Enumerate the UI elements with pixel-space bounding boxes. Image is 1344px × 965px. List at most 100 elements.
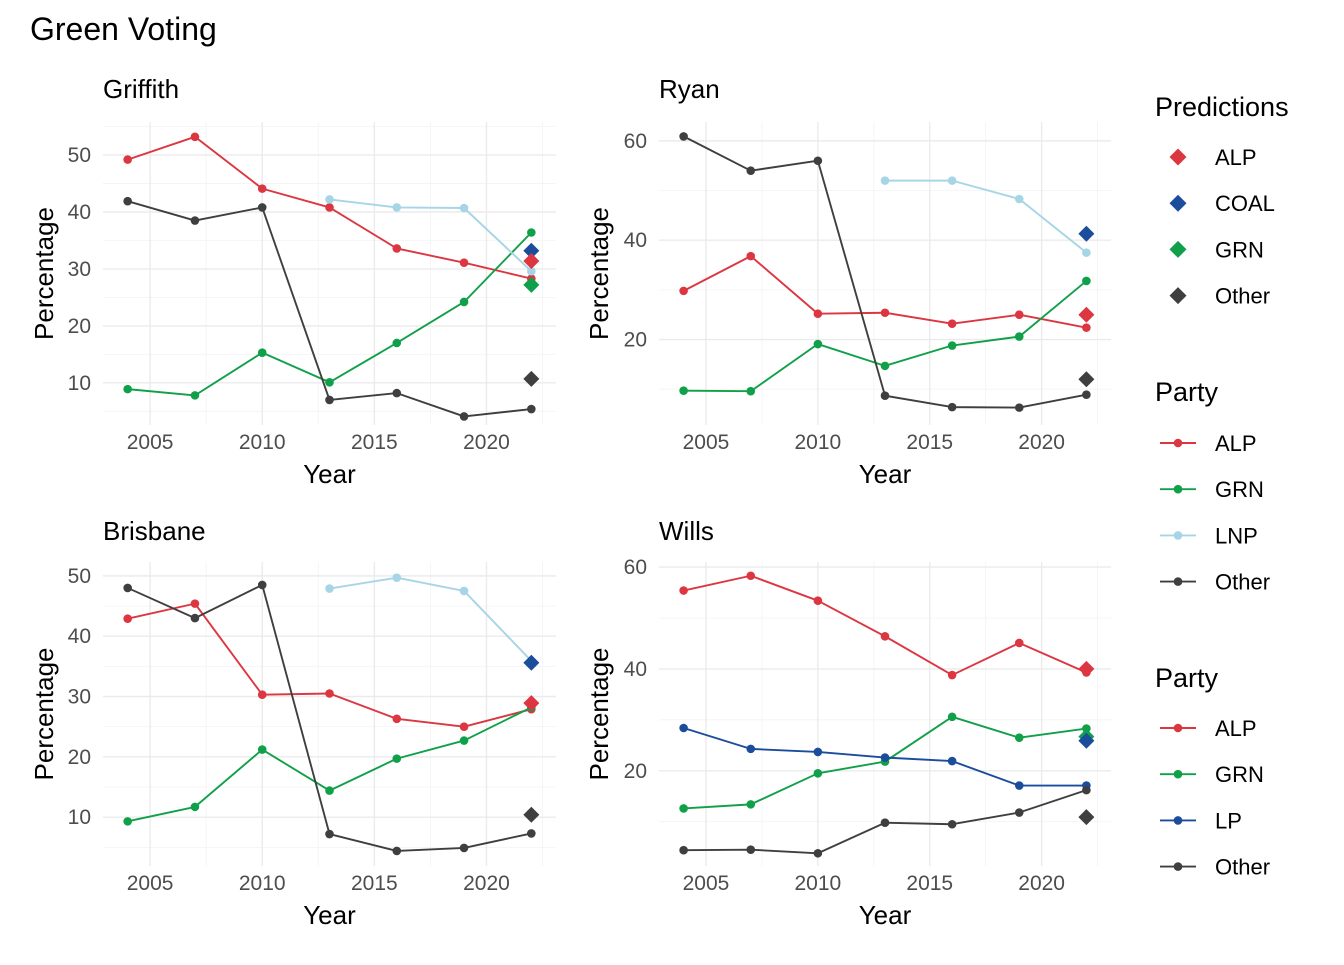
legend-party-2: Party ALP GRN LP Other: [1155, 663, 1270, 880]
data-point-alp: [459, 722, 469, 731]
data-point-other: [746, 845, 756, 855]
prediction-diamond-grn: [523, 276, 540, 293]
legend-key-diamond-other: [1169, 287, 1187, 305]
data-point-other: [880, 818, 890, 828]
data-point-grn: [459, 736, 469, 745]
data-point-other: [527, 829, 536, 838]
data-point-alp: [880, 308, 890, 318]
data-point-alp: [880, 632, 890, 641]
legend-predictions-0: Predictions ALP COAL GRN Other: [1155, 92, 1289, 309]
data-point-alp: [1014, 310, 1024, 320]
y-tick-label: 40: [68, 201, 91, 224]
page-title: Green Voting: [30, 11, 217, 47]
y-axis-title: Percentage: [29, 207, 59, 340]
x-tick-label: 2020: [463, 872, 510, 895]
data-point-lnp: [947, 176, 957, 185]
legend-key-point-other: [1173, 577, 1183, 586]
prediction-diamond-other: [1078, 809, 1095, 826]
y-tick-label: 20: [68, 746, 91, 769]
data-point-lnp: [459, 586, 469, 596]
y-axis-title: Percentage: [584, 207, 614, 340]
data-point-grn: [527, 228, 536, 237]
legend-key-diamond-grn: [1169, 240, 1187, 258]
x-tick-label: 2010: [239, 431, 286, 454]
data-point-other: [123, 583, 132, 593]
y-tick-label: 40: [624, 229, 647, 252]
data-point-alp: [679, 286, 688, 296]
series-line-alp: [127, 602, 532, 728]
data-point-grn: [257, 348, 267, 357]
series-line-grn: [127, 231, 533, 397]
x-axis-title: Year: [859, 900, 912, 930]
legend-label-other: Other: [1215, 570, 1270, 595]
data-point-other: [947, 402, 957, 412]
data-point-grn: [1014, 332, 1024, 341]
x-tick-label: 2020: [1018, 431, 1065, 454]
y-tick-label: 50: [68, 144, 91, 167]
data-point-grn: [679, 804, 688, 813]
data-point-other: [325, 395, 334, 405]
legend-label-other: Other: [1215, 284, 1270, 309]
y-tick-label: 20: [624, 760, 647, 783]
x-tick-label: 2015: [351, 431, 398, 454]
legend-label-grn: GRN: [1215, 762, 1264, 787]
data-point-alp: [392, 244, 402, 253]
prediction-diamond-alp: [1078, 660, 1095, 677]
x-tick-label: 2005: [127, 872, 174, 895]
legend-label-alp: ALP: [1215, 145, 1257, 170]
prediction-diamond-alp: [523, 252, 540, 269]
prediction-diamond-alp: [523, 695, 540, 712]
data-point-alp: [679, 586, 688, 595]
data-point-alp: [190, 599, 200, 608]
data-point-other: [325, 829, 334, 839]
data-point-grn: [123, 817, 132, 826]
legend-label-grn: GRN: [1215, 237, 1264, 262]
y-tick-label: 10: [68, 806, 91, 829]
data-point-alp: [813, 309, 823, 319]
data-point-other: [813, 156, 823, 166]
data-point-alp: [1082, 323, 1091, 332]
data-point-alp: [190, 132, 200, 142]
series-line-lnp: [329, 576, 533, 662]
x-tick-label: 2010: [795, 431, 842, 454]
x-tick-label: 2015: [906, 431, 953, 454]
legend-key-point-other: [1173, 862, 1183, 871]
data-point-lnp: [880, 176, 890, 185]
data-point-alp: [1014, 638, 1024, 648]
series-line-alp: [683, 574, 1087, 676]
data-point-other: [392, 846, 402, 856]
prediction-diamond-other: [523, 806, 540, 823]
legend-key-point-grn: [1173, 484, 1183, 494]
x-axis-title: Year: [303, 459, 356, 489]
legend-key-diamond-coal: [1169, 194, 1187, 212]
legend-party-1: Party ALP GRN LNP Other: [1155, 377, 1270, 595]
data-point-grn: [257, 745, 267, 754]
data-point-lp: [1014, 781, 1024, 790]
data-point-other: [880, 391, 890, 400]
prediction-diamond-coal: [1078, 225, 1095, 242]
x-axis-title: Year: [303, 900, 356, 930]
data-point-grn: [325, 786, 334, 795]
panel-griffith: 10 20 30 40 50 2005 2010 2015 2020 Griffith Year Pe…: [29, 74, 556, 489]
data-point-other: [679, 132, 688, 141]
legend-key-point-alp: [1173, 723, 1183, 733]
data-point-grn: [813, 339, 823, 349]
prediction-diamond-other: [523, 370, 540, 387]
data-point-other: [1082, 390, 1091, 400]
data-point-grn: [123, 384, 132, 394]
x-tick-label: 2010: [239, 872, 286, 895]
data-point-alp: [459, 258, 469, 267]
series-line-lnp: [329, 198, 532, 272]
data-point-lnp: [527, 266, 536, 276]
data-point-grn: [813, 769, 823, 778]
legend-key-point-grn: [1173, 769, 1183, 779]
panel-title-ryan: Ryan: [659, 74, 720, 104]
data-point-other: [746, 166, 756, 175]
data-point-alp: [257, 184, 267, 193]
panel-title-griffith: Griffith: [103, 74, 179, 104]
legend-label-lp: LP: [1215, 808, 1242, 833]
data-point-lnp: [392, 573, 402, 582]
data-point-alp: [325, 689, 334, 698]
data-point-grn: [947, 712, 957, 722]
y-tick-label: 60: [624, 130, 647, 153]
